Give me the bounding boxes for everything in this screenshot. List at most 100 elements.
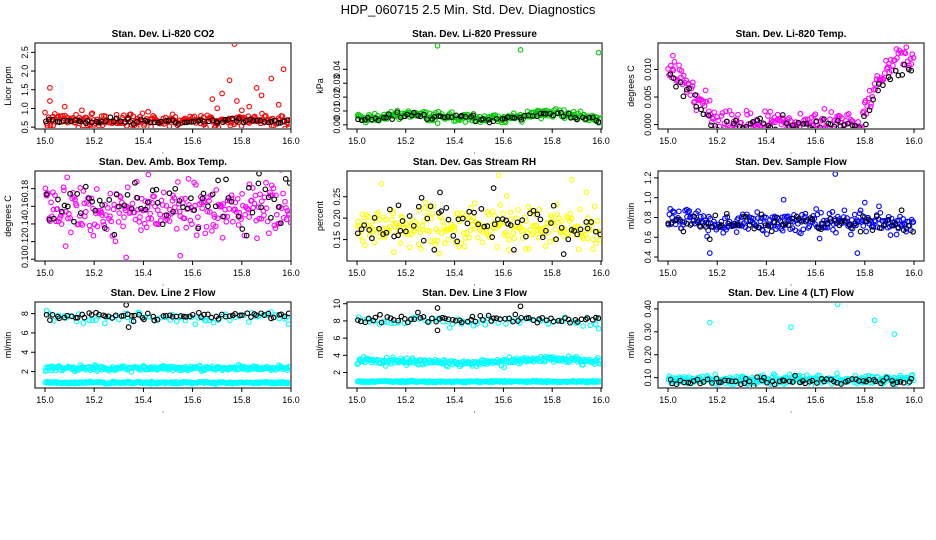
- data-point: [215, 177, 221, 184]
- data-point: [577, 226, 584, 233]
- data-point: [706, 319, 713, 326]
- data-point: [908, 375, 915, 382]
- data-point: [466, 234, 473, 241]
- x-tick-label: 15.8: [233, 268, 251, 278]
- data-point: [515, 206, 521, 213]
- data-point: [872, 378, 879, 385]
- data-point: [229, 218, 236, 225]
- data-point: [134, 194, 141, 201]
- data-point: [579, 362, 586, 368]
- data-point: [147, 210, 153, 217]
- data-point: [77, 210, 84, 216]
- data-point: [863, 121, 869, 128]
- y-tick-label: 0.10: [643, 369, 653, 387]
- data-point: [676, 208, 682, 215]
- x-tick-label: 15.4: [135, 136, 153, 146]
- data-point: [450, 232, 457, 239]
- data-point: [286, 210, 290, 217]
- data-point: [434, 120, 441, 127]
- data-point: [518, 314, 525, 321]
- series-cyan-low: [354, 377, 601, 386]
- data-point: [42, 185, 49, 192]
- data-point: [211, 214, 218, 220]
- data-point: [459, 210, 466, 217]
- data-point: [374, 211, 381, 218]
- data-point: [235, 222, 242, 228]
- series-black: [43, 303, 290, 330]
- data-point: [440, 218, 446, 225]
- data-point: [458, 319, 465, 326]
- data-point: [118, 313, 125, 319]
- data-point: [135, 206, 141, 213]
- data-point: [574, 319, 581, 325]
- data-point: [144, 310, 151, 317]
- y-tick-label: 0.18: [20, 180, 30, 198]
- data-point: [592, 321, 599, 328]
- data-point: [256, 117, 263, 123]
- data-point: [283, 205, 289, 211]
- data-point: [211, 211, 217, 218]
- data-point: [451, 224, 458, 230]
- data-point: [771, 381, 778, 387]
- y-tick-label: 8: [332, 318, 342, 323]
- data-point: [209, 96, 216, 102]
- data-point: [427, 203, 434, 210]
- data-point: [86, 317, 93, 324]
- data-point: [743, 123, 750, 128]
- data-point: [199, 195, 206, 202]
- data-point: [449, 316, 456, 323]
- data-point: [169, 111, 176, 118]
- data-point: [94, 223, 101, 230]
- data-point: [382, 216, 389, 223]
- data-point: [692, 92, 699, 98]
- data-point: [670, 208, 676, 215]
- data-point: [112, 312, 119, 319]
- series-black: [355, 303, 601, 334]
- data-point: [287, 363, 290, 370]
- data-point: [395, 232, 401, 239]
- data-point: [366, 111, 372, 118]
- data-point: [189, 221, 195, 227]
- x-tick-label: 15.6: [495, 268, 513, 278]
- series-black: [43, 172, 290, 239]
- data-point: [511, 114, 518, 121]
- data-point: [169, 313, 176, 320]
- data-point: [99, 212, 105, 218]
- data-point: [690, 79, 696, 86]
- data-point: [172, 119, 179, 126]
- data-point: [61, 103, 68, 110]
- data-point: [82, 208, 89, 215]
- data-point: [261, 118, 268, 125]
- data-point: [495, 172, 502, 179]
- data-point: [228, 195, 235, 202]
- data-point: [841, 217, 848, 224]
- data-point: [186, 313, 193, 320]
- x-tick-label: 16.0: [905, 395, 923, 405]
- data-point: [151, 317, 158, 324]
- x-tick-label: 15.2: [85, 268, 103, 278]
- data-point: [489, 208, 496, 215]
- data-point: [883, 375, 890, 381]
- data-point: [46, 311, 53, 317]
- data-point: [910, 54, 917, 61]
- data-point: [802, 210, 809, 217]
- data-point: [191, 113, 198, 120]
- data-point: [910, 219, 917, 225]
- data-point: [595, 325, 601, 332]
- data-point: [214, 105, 221, 112]
- data-point: [812, 111, 819, 118]
- y-axis-label: ml/min: [315, 332, 325, 359]
- data-point: [754, 209, 761, 215]
- panel-amb-box-temp: Stan. Dev. Amb. Box Temp. degrees C 15.0 15…: [3, 157, 300, 286]
- panel-title: Stan. Dev. Li-820 CO2: [112, 29, 215, 40]
- data-point: [228, 198, 235, 205]
- data-point: [439, 314, 446, 321]
- y-axis-label: ml/min: [3, 332, 13, 359]
- data-point: [898, 207, 905, 214]
- data-layer: [665, 303, 917, 387]
- data-point: [220, 201, 227, 207]
- data-point: [743, 129, 748, 134]
- data-point: [112, 238, 119, 245]
- data-point: [423, 212, 430, 219]
- data-point: [673, 83, 679, 90]
